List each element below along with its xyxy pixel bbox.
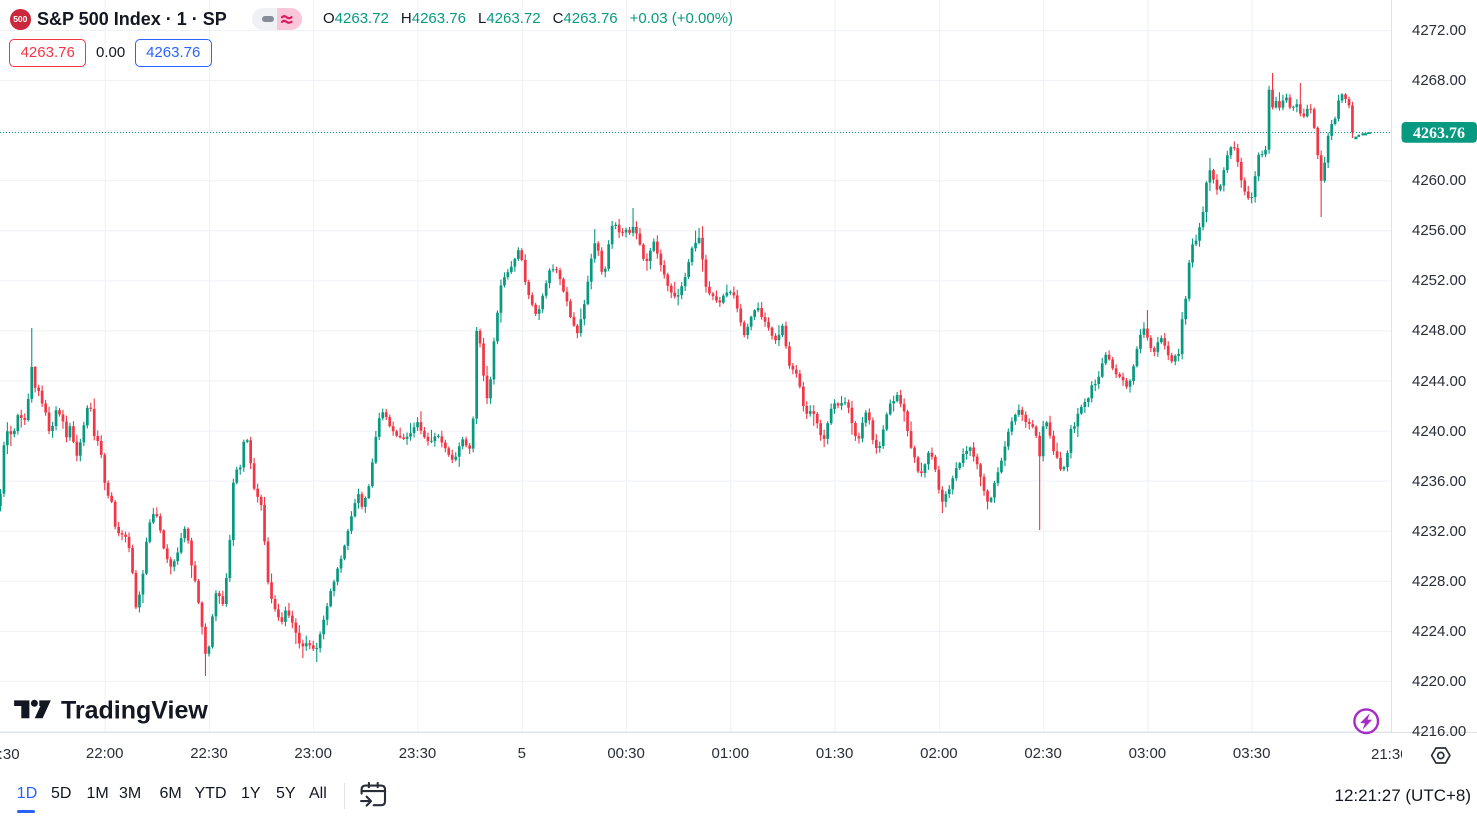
svg-text:TradingView: TradingView <box>61 697 208 725</box>
svg-text:4263.76: 4263.76 <box>1413 125 1465 142</box>
